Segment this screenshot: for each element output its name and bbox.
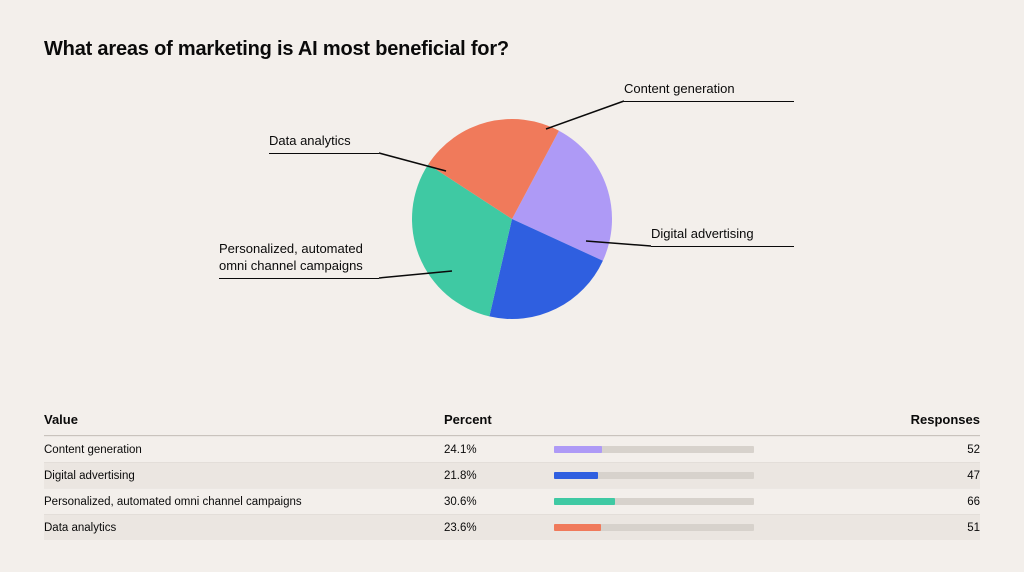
cell-percent: 21.8% — [444, 470, 554, 482]
callout-label: omni channel campaigns — [219, 258, 379, 275]
pie-chart-area: Content generation Digital advertising Per… — [44, 71, 980, 351]
callout-digital_advertising: Digital advertising — [651, 226, 794, 247]
callout-label: Personalized, automated — [219, 241, 379, 258]
callout-label: Content generation — [624, 81, 794, 98]
col-header-percent: Percent — [444, 412, 554, 427]
cell-bar — [554, 446, 834, 453]
bar-track — [554, 524, 754, 531]
table-row: Digital advertising21.8% 47 — [44, 462, 980, 488]
cell-value: Digital advertising — [44, 470, 444, 482]
bar-track — [554, 498, 754, 505]
cell-bar — [554, 498, 834, 505]
cell-value: Data analytics — [44, 522, 444, 534]
col-header-value: Value — [44, 412, 444, 427]
table-header-row: Value Percent Responses — [44, 412, 980, 436]
bar-track — [554, 446, 754, 453]
callout-underline — [624, 101, 794, 102]
callout-underline — [651, 246, 794, 247]
cell-percent: 23.6% — [444, 522, 554, 534]
results-table: Value Percent Responses Content generati… — [44, 412, 980, 540]
page-title: What areas of marketing is AI most benef… — [44, 38, 980, 61]
callout-personalized_campaigns: Personalized, automatedomni channel camp… — [219, 241, 379, 279]
cell-responses: 66 — [834, 496, 980, 508]
cell-responses: 52 — [834, 444, 980, 456]
bar-fill — [554, 498, 615, 505]
cell-percent: 24.1% — [444, 444, 554, 456]
callout-underline — [269, 153, 379, 154]
callout-label: Digital advertising — [651, 226, 794, 243]
callout-content_generation: Content generation — [624, 81, 794, 102]
table-row: Personalized, automated omni channel cam… — [44, 488, 980, 514]
cell-percent: 30.6% — [444, 496, 554, 508]
pie-chart — [412, 119, 612, 319]
bar-fill — [554, 446, 602, 453]
col-header-bar — [554, 412, 834, 427]
cell-value: Content generation — [44, 444, 444, 456]
cell-responses: 47 — [834, 470, 980, 482]
cell-value: Personalized, automated omni channel cam… — [44, 496, 444, 508]
bar-track — [554, 472, 754, 479]
callout-underline — [219, 278, 379, 279]
table-row: Data analytics23.6% 51 — [44, 514, 980, 540]
bar-fill — [554, 524, 601, 531]
cell-bar — [554, 524, 834, 531]
bar-fill — [554, 472, 598, 479]
cell-bar — [554, 472, 834, 479]
cell-responses: 51 — [834, 522, 980, 534]
callout-data_analytics: Data analytics — [269, 133, 379, 154]
col-header-responses: Responses — [834, 412, 980, 427]
table-row: Content generation24.1% 52 — [44, 436, 980, 462]
callout-label: Data analytics — [269, 133, 379, 150]
